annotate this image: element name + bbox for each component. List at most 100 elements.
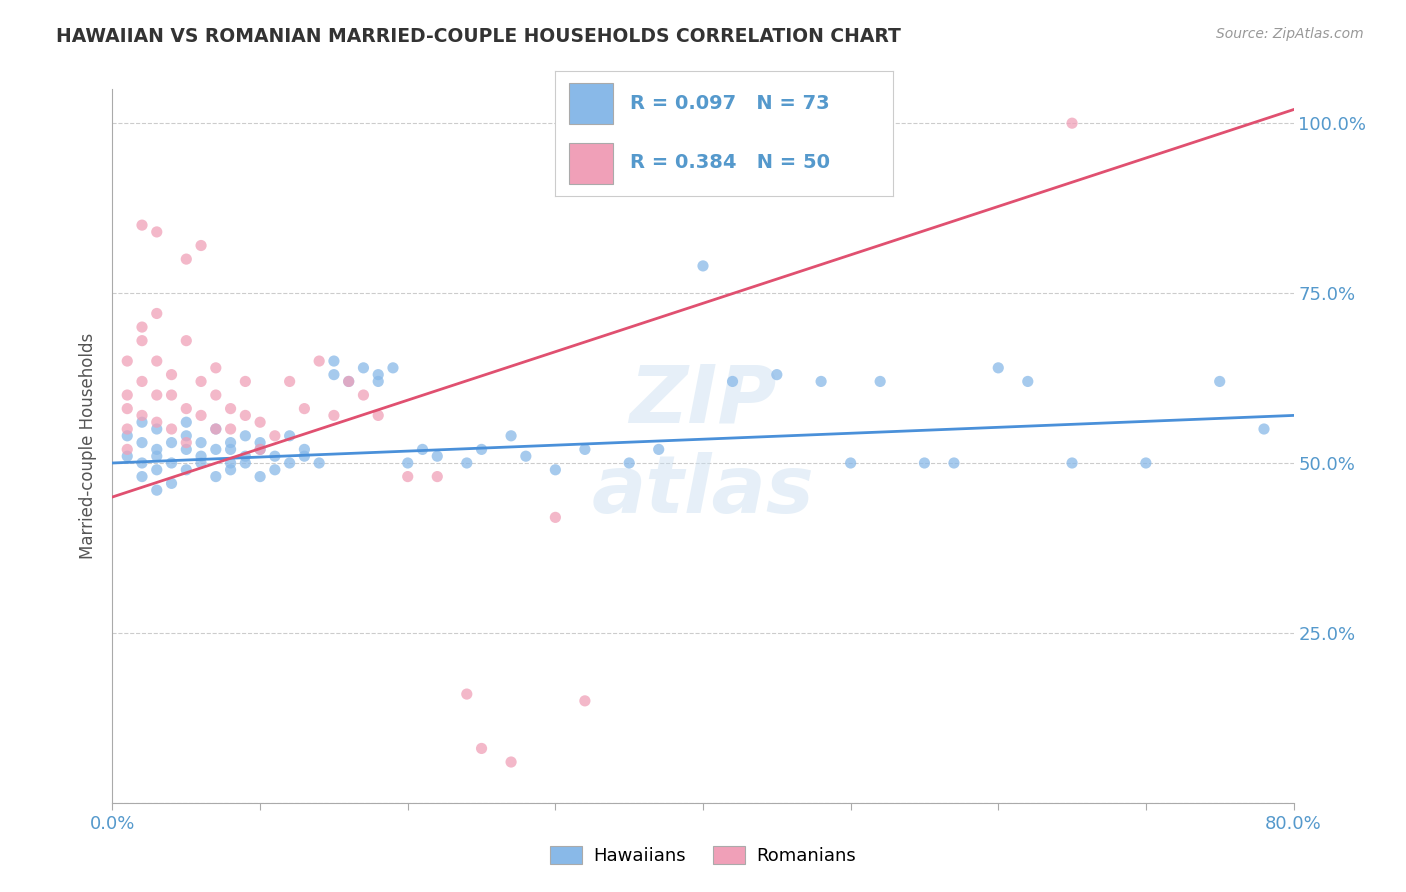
Point bbox=[412, 442, 434, 457]
Point bbox=[233, 456, 256, 470]
Text: HAWAIIAN VS ROMANIAN MARRIED-COUPLE HOUSEHOLDS CORRELATION CHART: HAWAIIAN VS ROMANIAN MARRIED-COUPLE HOUS… bbox=[56, 27, 901, 45]
Point bbox=[869, 375, 891, 389]
Point bbox=[117, 401, 138, 416]
Text: ZIP
atlas: ZIP atlas bbox=[592, 362, 814, 530]
Point bbox=[352, 388, 374, 402]
Point bbox=[337, 375, 360, 389]
Point bbox=[647, 442, 671, 457]
Point bbox=[219, 422, 242, 436]
Point bbox=[146, 354, 169, 368]
Point bbox=[174, 252, 197, 266]
Point bbox=[249, 415, 271, 429]
Point bbox=[174, 334, 197, 348]
Point bbox=[249, 442, 271, 457]
Point bbox=[1062, 456, 1084, 470]
Point bbox=[146, 442, 169, 457]
Point bbox=[249, 435, 271, 450]
Point bbox=[117, 388, 138, 402]
Point bbox=[426, 469, 449, 483]
Point bbox=[160, 422, 183, 436]
Point bbox=[131, 415, 153, 429]
Point bbox=[190, 435, 212, 450]
Point bbox=[131, 218, 153, 232]
Point bbox=[987, 360, 1010, 375]
Point bbox=[219, 401, 242, 416]
FancyBboxPatch shape bbox=[569, 83, 613, 124]
Point bbox=[174, 435, 197, 450]
Point bbox=[396, 469, 419, 483]
Point bbox=[233, 375, 256, 389]
Point bbox=[233, 429, 256, 443]
Point bbox=[367, 368, 389, 382]
Point bbox=[146, 388, 169, 402]
Point bbox=[470, 442, 494, 457]
Point bbox=[396, 456, 419, 470]
Point bbox=[146, 225, 169, 239]
Point bbox=[292, 442, 315, 457]
Point bbox=[264, 449, 287, 463]
Text: R = 0.097   N = 73: R = 0.097 N = 73 bbox=[630, 94, 830, 112]
Point bbox=[219, 463, 242, 477]
Point bbox=[308, 354, 330, 368]
Point bbox=[515, 449, 537, 463]
Point bbox=[278, 429, 301, 443]
Point bbox=[1253, 422, 1275, 436]
Point bbox=[219, 435, 242, 450]
Point bbox=[146, 463, 169, 477]
Point bbox=[160, 435, 183, 450]
Point bbox=[160, 476, 183, 491]
Point bbox=[205, 442, 228, 457]
Point bbox=[367, 375, 389, 389]
Point bbox=[574, 442, 596, 457]
Point bbox=[205, 422, 228, 436]
Point bbox=[131, 469, 153, 483]
Point bbox=[337, 375, 360, 389]
Point bbox=[278, 456, 301, 470]
Point bbox=[146, 306, 169, 320]
Point bbox=[174, 401, 197, 416]
Text: R = 0.384   N = 50: R = 0.384 N = 50 bbox=[630, 153, 830, 172]
Point bbox=[233, 409, 256, 423]
Point bbox=[190, 409, 212, 423]
Point bbox=[131, 320, 153, 334]
Point bbox=[456, 687, 478, 701]
FancyBboxPatch shape bbox=[569, 143, 613, 184]
Point bbox=[117, 422, 138, 436]
Point bbox=[160, 456, 183, 470]
Point bbox=[160, 388, 183, 402]
Point bbox=[574, 694, 596, 708]
Point bbox=[190, 375, 212, 389]
Point bbox=[619, 456, 641, 470]
Point bbox=[146, 483, 169, 498]
Point bbox=[308, 456, 330, 470]
Point bbox=[146, 449, 169, 463]
Point bbox=[131, 334, 153, 348]
Point bbox=[131, 375, 153, 389]
Point bbox=[205, 360, 228, 375]
Point bbox=[278, 375, 301, 389]
Point bbox=[205, 388, 228, 402]
Point bbox=[131, 456, 153, 470]
Point bbox=[117, 449, 138, 463]
Point bbox=[367, 409, 389, 423]
Point bbox=[1135, 456, 1157, 470]
Point bbox=[174, 463, 197, 477]
Point bbox=[190, 449, 212, 463]
Point bbox=[323, 354, 346, 368]
Point bbox=[456, 456, 478, 470]
Point bbox=[1062, 116, 1084, 130]
Point bbox=[190, 456, 212, 470]
Legend: Hawaiians, Romanians: Hawaiians, Romanians bbox=[543, 838, 863, 872]
Point bbox=[249, 469, 271, 483]
Point bbox=[323, 409, 346, 423]
Point bbox=[914, 456, 936, 470]
Point bbox=[219, 456, 242, 470]
Point bbox=[131, 435, 153, 450]
Point bbox=[146, 422, 169, 436]
Point bbox=[942, 456, 965, 470]
Point bbox=[810, 375, 832, 389]
Point bbox=[501, 755, 523, 769]
Point bbox=[426, 449, 449, 463]
Point bbox=[721, 375, 744, 389]
Point bbox=[766, 368, 789, 382]
